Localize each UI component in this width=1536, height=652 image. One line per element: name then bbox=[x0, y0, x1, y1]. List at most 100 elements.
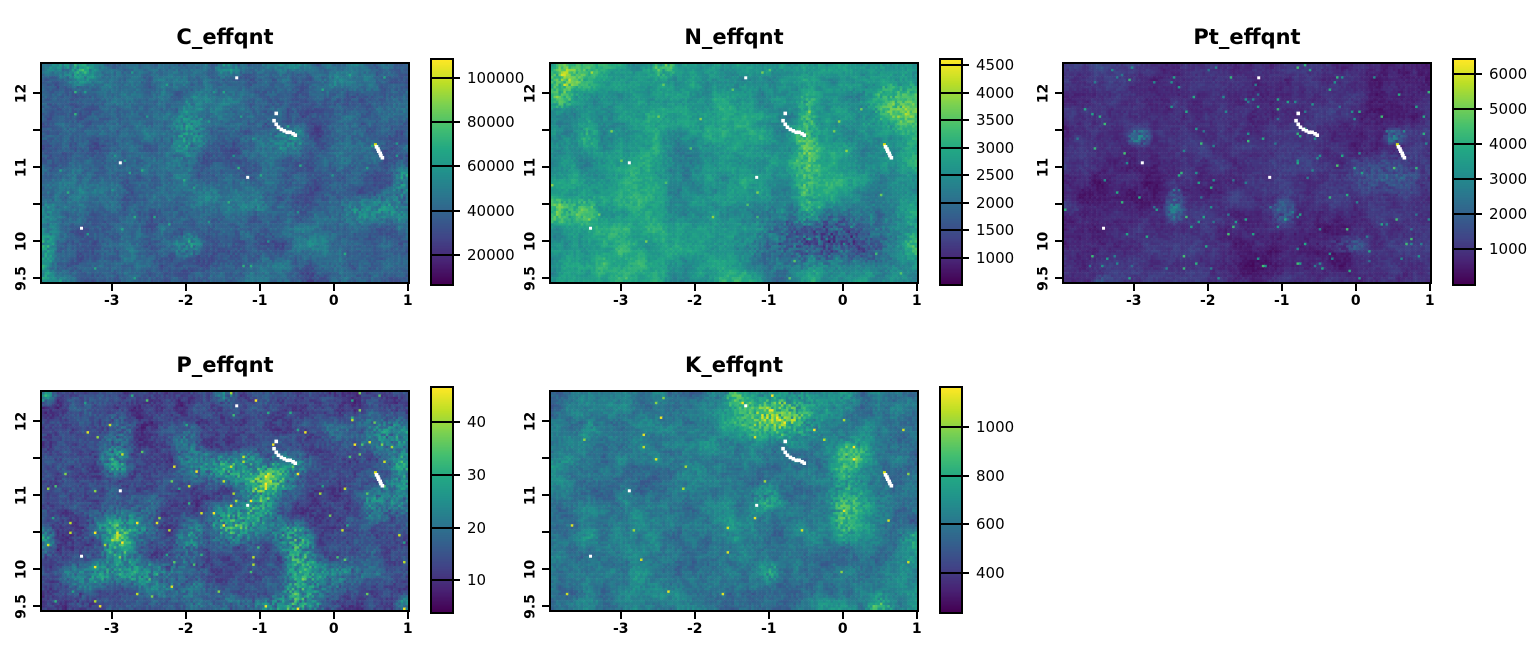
y-axis-label: 12 bbox=[13, 83, 29, 103]
y-axis-label: 11 bbox=[13, 157, 29, 177]
raster-canvas bbox=[42, 392, 408, 610]
legend-tick-label: 3500 bbox=[976, 111, 1015, 130]
legend-tick-label: 6000 bbox=[1489, 65, 1528, 83]
y-axis-label: 10 bbox=[1035, 231, 1051, 251]
legend-tick-stub bbox=[1476, 108, 1482, 110]
y-axis-tick bbox=[542, 240, 549, 243]
x-axis-label: 1 bbox=[911, 293, 922, 309]
x-axis-label: -3 bbox=[612, 293, 629, 309]
panel-title: K_effqnt bbox=[684, 353, 784, 377]
panel-pt-effqnt: Pt_effqnt -3 -2 -1 0 1 9.5 10 11 12 1000 2000 3000… bbox=[1035, 25, 1527, 309]
legend-tick-stub bbox=[963, 146, 969, 149]
panel-n-effqnt: N_effqnt -3 -2 -1 0 1 9.5 10 11 12 1000 1500 2000 2… bbox=[522, 25, 1014, 309]
x-axis-tick bbox=[1354, 284, 1357, 291]
legend-tick-line bbox=[939, 174, 963, 177]
legend-tick-stub bbox=[1476, 178, 1482, 180]
x-axis-tick bbox=[619, 612, 622, 619]
legend-tick-line bbox=[430, 165, 454, 168]
legend-tick-label: 100000 bbox=[467, 68, 525, 87]
x-axis-tick bbox=[841, 284, 844, 291]
y-axis-label: 9.5 bbox=[1035, 265, 1051, 291]
y-axis-tick bbox=[542, 277, 549, 280]
legend-tick-stub bbox=[963, 425, 969, 428]
x-axis-label: -1 bbox=[1273, 293, 1290, 309]
panel-title: Pt_effqnt bbox=[1193, 25, 1301, 49]
legend-tick-line bbox=[939, 474, 963, 477]
legend-tick-stub bbox=[454, 165, 460, 168]
legend-tick-stub bbox=[454, 209, 460, 212]
legend-tick-stub bbox=[963, 474, 969, 477]
y-axis-tick bbox=[33, 277, 40, 280]
legend-tick-stub bbox=[454, 473, 460, 476]
y-axis-tick bbox=[33, 531, 40, 534]
y-axis-tick bbox=[542, 568, 549, 571]
x-axis-tick bbox=[110, 284, 113, 291]
y-axis-tick bbox=[542, 92, 549, 95]
color-legend: 1000 2000 3000 4000 5000 6000 bbox=[1452, 58, 1536, 294]
y-axis-tick bbox=[542, 457, 549, 460]
y-axis-label: 12 bbox=[522, 83, 538, 103]
legend-tick-label: 5000 bbox=[1489, 100, 1528, 118]
legend-tick-label: 2500 bbox=[976, 166, 1015, 185]
x-axis-tick bbox=[1428, 284, 1431, 291]
x-axis-tick bbox=[693, 612, 696, 619]
y-axis-label: 10 bbox=[13, 231, 29, 251]
legend-tick-line bbox=[939, 523, 963, 526]
y-axis-tick bbox=[1055, 277, 1062, 280]
legend-tick-stub bbox=[454, 121, 460, 124]
y-axis-tick bbox=[33, 605, 40, 608]
y-axis-tick bbox=[1055, 166, 1062, 169]
legend-tick-line bbox=[430, 526, 454, 529]
colorbar bbox=[430, 386, 454, 614]
y-axis-tick bbox=[1055, 129, 1062, 132]
x-axis-label: 0 bbox=[837, 621, 848, 637]
raster-plot bbox=[549, 62, 919, 284]
x-axis-tick bbox=[332, 284, 335, 291]
y-axis-tick bbox=[33, 240, 40, 243]
colorbar bbox=[939, 58, 963, 286]
y-axis-tick bbox=[33, 457, 40, 460]
x-axis-label: -2 bbox=[177, 293, 194, 309]
legend-tick-stub bbox=[1476, 143, 1482, 145]
panel-k-effqnt: K_effqnt -3 -2 -1 0 1 9.5 10 11 12 400 600 800 1000 bbox=[522, 353, 1014, 637]
legend-tick-label: 1500 bbox=[976, 221, 1015, 240]
legend-tick-label: 4000 bbox=[1489, 135, 1528, 153]
x-axis-tick bbox=[406, 284, 409, 291]
x-axis-label: -1 bbox=[251, 621, 268, 637]
legend-tick-stub bbox=[454, 76, 460, 79]
legend-tick-line bbox=[939, 91, 963, 94]
legend-tick-label: 1000 bbox=[1489, 240, 1528, 258]
legend-tick-stub bbox=[963, 174, 969, 177]
y-axis-tick bbox=[33, 420, 40, 423]
legend-tick-label: 10 bbox=[467, 571, 487, 590]
x-axis-label: 0 bbox=[837, 293, 848, 309]
legend-tick-line bbox=[939, 572, 963, 575]
legend-tick-stub bbox=[963, 119, 969, 122]
y-axis-tick bbox=[1055, 92, 1062, 95]
y-axis-label: 11 bbox=[522, 157, 538, 177]
legend-tick-line bbox=[939, 146, 963, 149]
x-axis-tick bbox=[1132, 284, 1135, 291]
legend-tick-stub bbox=[963, 523, 969, 526]
legend-tick-label: 1000 bbox=[976, 248, 1015, 267]
legend-tick-stub bbox=[1476, 248, 1482, 250]
y-axis-tick bbox=[33, 129, 40, 132]
x-axis-label: -3 bbox=[612, 621, 629, 637]
y-axis-tick bbox=[33, 568, 40, 571]
y-axis-tick bbox=[542, 420, 549, 423]
y-axis-label: 10 bbox=[522, 559, 538, 579]
x-axis-label: 1 bbox=[1424, 293, 1435, 309]
x-axis-tick bbox=[184, 612, 187, 619]
raster-plot bbox=[1062, 62, 1432, 284]
x-axis-label: -1 bbox=[760, 621, 777, 637]
legend-tick-line bbox=[939, 229, 963, 232]
legend-tick-label: 1000 bbox=[976, 417, 1015, 436]
legend-tick-label: 80000 bbox=[467, 113, 515, 132]
legend-tick-label: 3000 bbox=[976, 138, 1015, 157]
legend-tick-stub bbox=[454, 421, 460, 424]
legend-tick-stub bbox=[963, 256, 969, 259]
color-legend: 1000 1500 2000 2500 3000 3500 4000 4500 bbox=[939, 56, 1059, 294]
y-axis-tick bbox=[33, 494, 40, 497]
x-axis-tick bbox=[406, 612, 409, 619]
legend-tick-line bbox=[430, 121, 454, 124]
